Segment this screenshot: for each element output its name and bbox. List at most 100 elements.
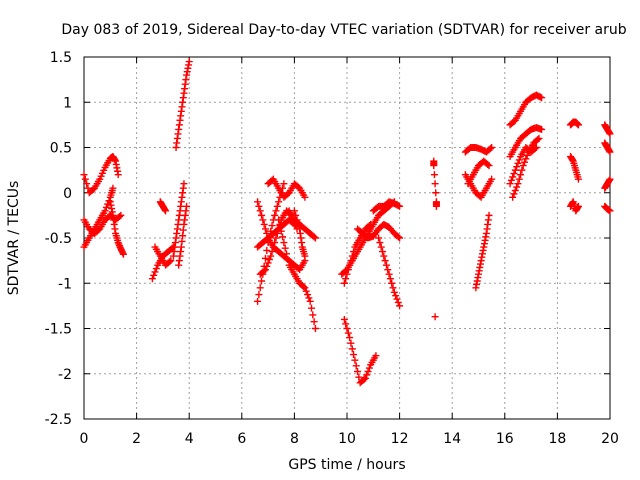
data-point xyxy=(344,329,352,337)
series-arc-d6 xyxy=(275,216,319,332)
data-point xyxy=(263,246,271,254)
data-point xyxy=(280,180,288,188)
y-tick-labels: -2.5 -2 -1.5 -1 -0.5 0 0.5 1 1.5 xyxy=(45,50,72,428)
x-tick-label: 10 xyxy=(338,431,356,447)
data-point xyxy=(534,136,542,144)
data-point xyxy=(152,265,160,273)
series-arc-j1 xyxy=(601,121,614,138)
data-point xyxy=(255,291,263,299)
series-arc-j3 xyxy=(601,175,614,192)
data-point xyxy=(348,345,356,353)
data-point xyxy=(305,294,313,302)
data-point xyxy=(119,250,127,258)
data-point xyxy=(347,339,355,347)
data-point xyxy=(396,302,404,310)
data-point xyxy=(514,159,522,167)
data-point xyxy=(309,311,317,319)
data-point xyxy=(513,183,521,191)
data-point xyxy=(277,227,285,235)
data-point xyxy=(292,211,300,219)
data-point xyxy=(340,279,348,287)
series-arc-j4 xyxy=(601,202,614,215)
data-point xyxy=(162,207,170,215)
data-point xyxy=(260,267,268,275)
data-point xyxy=(485,211,493,219)
data-point xyxy=(574,121,582,129)
data-point xyxy=(260,220,268,228)
data-point xyxy=(510,190,518,198)
data-point xyxy=(574,175,582,183)
data-point xyxy=(343,325,351,332)
data-point xyxy=(361,374,369,382)
data-point xyxy=(509,173,517,181)
data-point xyxy=(80,171,88,179)
x-tick-label: 4 xyxy=(185,431,194,447)
data-point xyxy=(258,211,266,219)
data-point xyxy=(258,277,266,285)
data-point xyxy=(109,184,117,192)
series-arc-d8 xyxy=(290,207,309,260)
data-point xyxy=(506,180,514,188)
series-arc-h1 xyxy=(506,91,546,129)
data-point xyxy=(275,216,283,224)
y-axis-label: SDTVAR / TECUs xyxy=(6,181,22,296)
x-axis-label: GPS time / hours xyxy=(288,457,405,473)
data-point xyxy=(380,252,388,260)
data-point xyxy=(256,284,264,292)
data-point xyxy=(271,239,279,247)
data-point xyxy=(352,362,360,370)
data-point xyxy=(284,255,292,263)
data-point xyxy=(381,257,389,265)
data-point xyxy=(83,180,91,188)
data-point xyxy=(430,162,438,170)
data-point xyxy=(306,297,314,305)
data-point xyxy=(342,275,350,283)
data-point xyxy=(148,275,156,283)
series-arc-c2 xyxy=(172,58,193,151)
data-point xyxy=(396,202,404,210)
data-markers xyxy=(80,58,614,387)
data-point xyxy=(254,297,262,305)
data-point xyxy=(307,304,315,312)
data-point xyxy=(311,325,319,332)
y-tick-label: -1.5 xyxy=(45,322,72,338)
data-point xyxy=(294,220,302,228)
y-tick-label: 1.5 xyxy=(50,50,72,66)
series-arc-h4 xyxy=(509,134,543,201)
data-point xyxy=(431,180,439,188)
x-tick-label: 14 xyxy=(443,431,461,447)
data-point xyxy=(355,373,363,381)
data-point xyxy=(606,207,614,215)
data-point xyxy=(606,175,614,183)
data-point xyxy=(151,268,159,276)
series-arc-b3 xyxy=(156,198,170,215)
data-point xyxy=(272,234,280,242)
series-arc-d4 xyxy=(256,207,301,278)
axis-ticks xyxy=(83,56,611,420)
data-point xyxy=(116,213,124,221)
data-point xyxy=(393,295,401,303)
x-tick-label: 12 xyxy=(391,431,409,447)
data-point xyxy=(117,211,125,219)
data-point xyxy=(375,234,383,242)
series-arc-a2 xyxy=(80,184,117,251)
series-arc-f1 xyxy=(430,157,440,210)
series-arc-c3 xyxy=(175,202,191,269)
data-point xyxy=(511,166,519,174)
x-tick-label: 8 xyxy=(290,431,299,447)
data-point xyxy=(281,244,289,252)
data-point xyxy=(263,262,271,270)
data-point xyxy=(272,207,280,215)
data-point xyxy=(150,271,158,279)
data-point xyxy=(114,171,122,179)
data-point xyxy=(519,162,527,170)
data-point xyxy=(377,243,385,251)
y-tick-label: 0 xyxy=(63,186,72,202)
data-point xyxy=(510,170,518,178)
data-point xyxy=(167,257,175,265)
data-point xyxy=(513,163,521,171)
data-point xyxy=(301,252,309,260)
y-tick-label: 1 xyxy=(63,95,72,111)
data-point xyxy=(574,202,582,210)
